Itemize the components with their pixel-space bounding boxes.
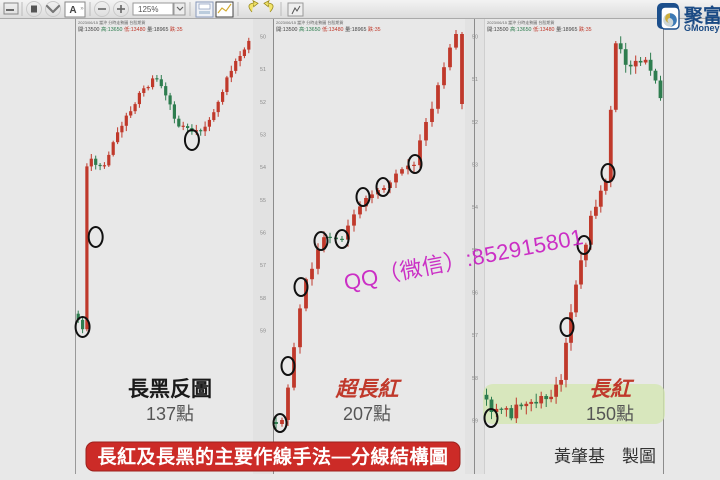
svg-text:54: 54 [472, 205, 478, 211]
svg-text:207點: 207點 [343, 404, 391, 424]
svg-text:51: 51 [472, 77, 478, 83]
svg-text:59: 59 [472, 419, 478, 425]
svg-text:125%: 125% [138, 5, 158, 14]
svg-text:開:13500 高:13650 低:13480 量:1896: 開:13500 高:13650 低:13480 量:18965 跌:35 [487, 25, 592, 32]
svg-text:黃肇基 製圖: 黃肇基 製圖 [554, 447, 656, 466]
svg-text:54: 54 [260, 165, 266, 171]
svg-text:52: 52 [472, 120, 478, 126]
svg-text:53: 53 [260, 133, 266, 139]
svg-text:長黑反圖: 長黑反圖 [128, 378, 212, 401]
svg-text:57: 57 [472, 333, 478, 339]
svg-text:51: 51 [260, 67, 266, 73]
svg-text:56: 56 [472, 291, 478, 297]
svg-text:150點: 150點 [586, 404, 634, 424]
svg-text:52: 52 [260, 100, 266, 106]
svg-text:長紅及長黑的主要作線手法—分線結構圖: 長紅及長黑的主要作線手法—分線結構圖 [97, 445, 448, 468]
svg-text:2023/06/15 當沖 分時走勢圖 台股期貨: 2023/06/15 當沖 分時走勢圖 台股期貨 [276, 20, 343, 25]
svg-text:58: 58 [472, 376, 478, 382]
svg-text:2023/06/15 當沖 分時走勢圖 台股期貨: 2023/06/15 當沖 分時走勢圖 台股期貨 [487, 20, 554, 25]
svg-text:50: 50 [260, 35, 266, 41]
svg-text:137點: 137點 [146, 404, 194, 424]
svg-text:開:13500 高:13650 低:13480 量:1896: 開:13500 高:13650 低:13480 量:18965 跌:35 [276, 25, 381, 32]
svg-text:2023/06/15 當沖 分時走勢圖 台股期貨: 2023/06/15 當沖 分時走勢圖 台股期貨 [78, 20, 145, 25]
svg-text:長紅: 長紅 [589, 377, 635, 401]
svg-text:57: 57 [260, 263, 266, 269]
svg-text:55: 55 [260, 198, 266, 204]
svg-text:A: A [69, 5, 76, 16]
svg-text:58: 58 [260, 296, 266, 302]
svg-text:53: 53 [472, 163, 478, 169]
svg-text:50: 50 [472, 35, 478, 41]
svg-text:56: 56 [260, 231, 266, 237]
svg-text:超長紅: 超長紅 [335, 377, 403, 401]
svg-text:開:13500 高:13650 低:13480 量:1896: 開:13500 高:13650 低:13480 量:18965 跌:35 [78, 25, 183, 32]
svg-text:59: 59 [260, 329, 266, 335]
